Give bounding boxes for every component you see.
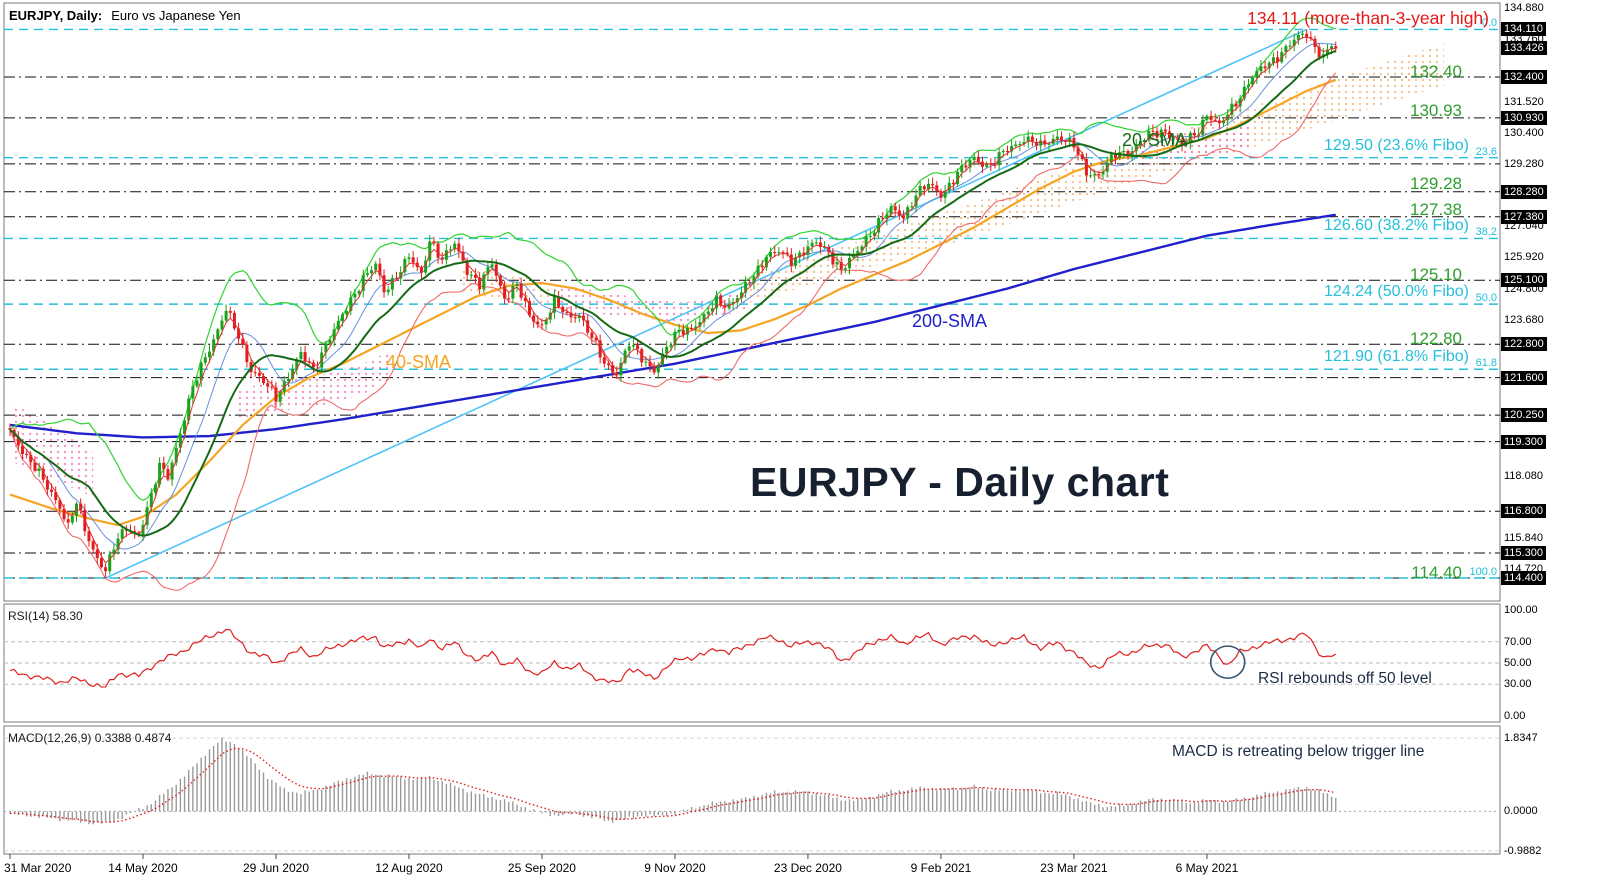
chart-title: EURJPY, Daily: Euro vs Japanese Yen	[9, 8, 241, 23]
sma40-line	[9, 78, 1337, 527]
ichimoku-cloud	[238, 349, 393, 420]
rsi-line	[9, 628, 1337, 688]
price-plot	[4, 17, 1500, 591]
rsi-indicator-label: RSI(14) 58.30	[8, 609, 83, 623]
high-annotation: 134.11 (more-than-3-year high)	[1247, 8, 1489, 28]
ichimoku-cloud	[10, 402, 94, 498]
macd-indicator-label: MACD(12,26,9) 0.3388 0.4874	[8, 731, 172, 745]
ichimoku-cloud	[1140, 124, 1249, 167]
macd-plot	[4, 737, 1500, 852]
fast-ma-line	[9, 36, 1336, 564]
watermark-text: EURJPY - Daily chart	[750, 459, 1170, 505]
sma200-line	[9, 213, 1336, 439]
macd-histogram	[9, 737, 1337, 825]
macd-annotation: MACD is retreating below trigger line	[1172, 743, 1425, 760]
sma200-label: 200-SMA	[912, 311, 988, 331]
trendline	[105, 28, 1308, 579]
symbol-description: Euro vs Japanese Yen	[111, 8, 241, 23]
macd-signal-line	[9, 747, 1336, 823]
rsi-circle-annotation	[1209, 645, 1246, 679]
sma40-label: 40-SMA	[386, 352, 452, 372]
ichimoku-cloud	[550, 282, 750, 322]
lower-band-line	[9, 72, 1337, 591]
symbol-timeframe-label: EURJPY, Daily:	[9, 8, 103, 23]
sma20-label: 20-SMA	[1122, 130, 1188, 150]
upper-band-line	[9, 17, 1336, 502]
rsi-plot	[4, 628, 1500, 688]
rsi-annotation: RSI rebounds off 50 level	[1258, 670, 1432, 687]
sma20-line	[9, 50, 1337, 537]
